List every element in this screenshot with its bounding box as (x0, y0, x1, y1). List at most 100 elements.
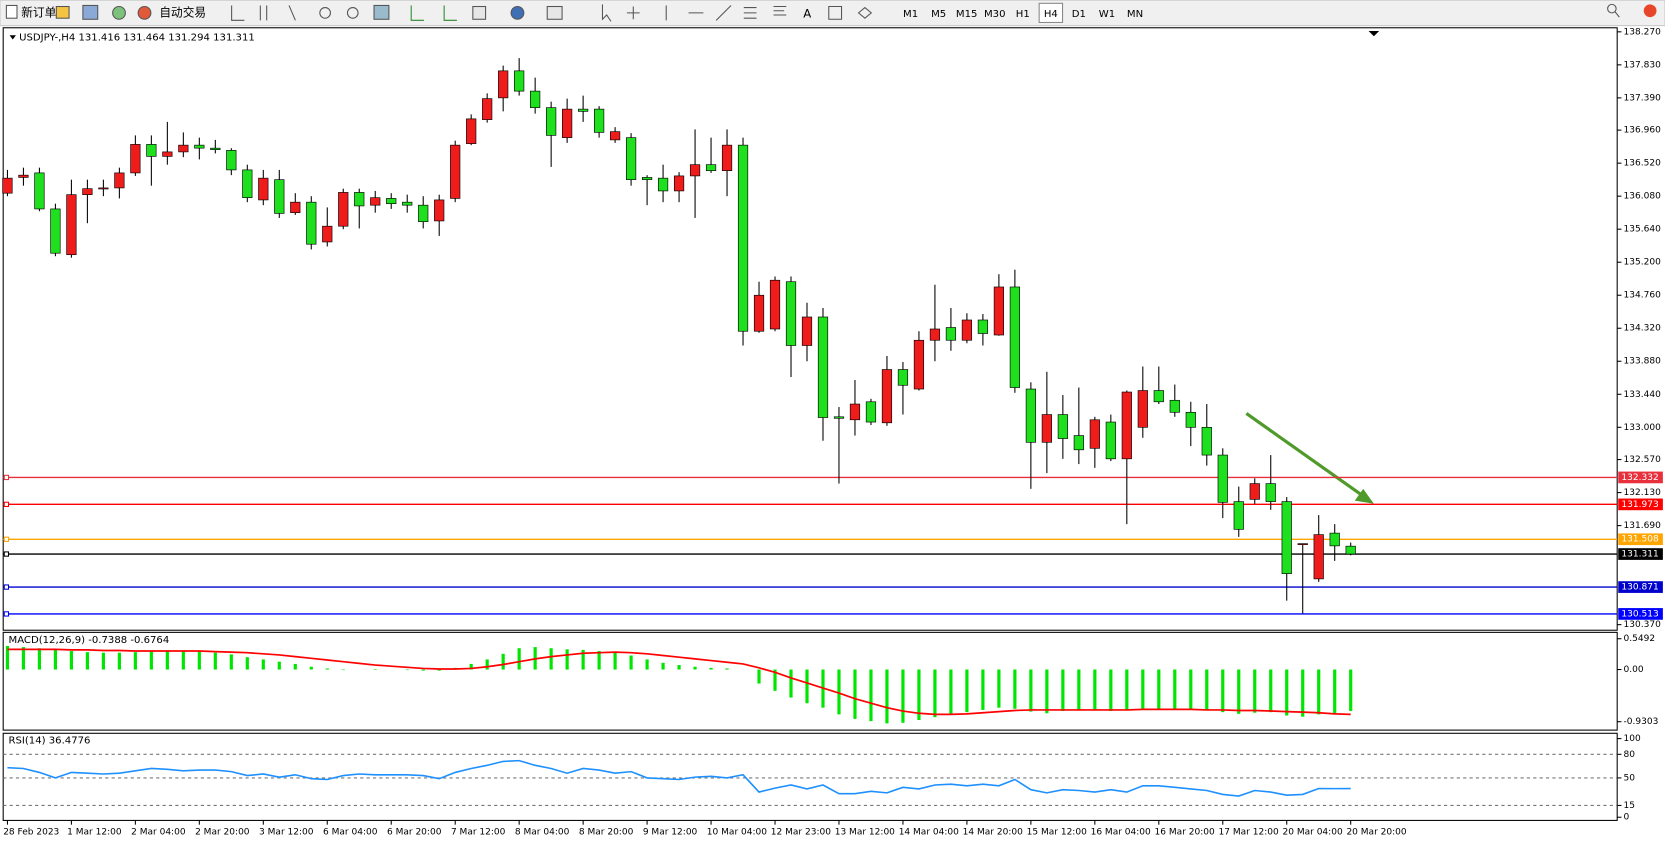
candle-body (482, 98, 493, 120)
candle-body (929, 328, 941, 341)
text-tool[interactable]: A (803, 6, 811, 20)
candle-body (801, 316, 813, 346)
x-tick-label: 16 Mar 20:00 (1155, 828, 1215, 838)
x-tick-label: 10 Mar 04:00 (707, 828, 767, 838)
main-panel (2, 27, 1618, 631)
main-title: USDJPY-,H4 131.416 131.464 131.294 131.3… (19, 32, 255, 43)
line-anchor (3, 536, 10, 542)
arrow-head (1354, 488, 1374, 504)
icon[interactable] (231, 5, 359, 21)
candle-body (849, 403, 861, 421)
candle-body (466, 118, 477, 144)
candle-body (1281, 501, 1292, 574)
new-order-icon[interactable] (5, 4, 18, 19)
timeframe-button[interactable]: M1 (903, 9, 918, 20)
candle-body (1089, 419, 1100, 449)
arrow-shaft (1245, 412, 1364, 497)
candle-body (1233, 501, 1244, 530)
x-tick-label: 13 Mar 12:00 (835, 828, 895, 838)
candle-body (1313, 534, 1324, 580)
candle-body (1217, 454, 1228, 503)
timeframe-button[interactable]: M30 (984, 9, 1006, 20)
price-label-box (1618, 608, 1663, 620)
candle-body (657, 177, 669, 192)
candle-body (338, 192, 349, 227)
candle-body (881, 369, 893, 424)
timeframe-button[interactable]: D1 (1072, 9, 1086, 20)
active-timeframe (1038, 2, 1064, 23)
x-tick-label: 16 Mar 04:00 (1091, 828, 1151, 838)
icon[interactable] (55, 5, 70, 19)
candle-body (1009, 286, 1020, 388)
y-tick-label: 135.200 (1624, 258, 1662, 268)
trend-arrow (1245, 412, 1374, 504)
candle-body (130, 144, 141, 174)
x-tick-label: 6 Mar 04:00 (323, 828, 378, 838)
candle-body (1153, 390, 1164, 403)
timeframe-button[interactable]: H1 (1016, 9, 1030, 20)
macd-panel (2, 631, 1618, 731)
candle-body (306, 201, 317, 245)
candle-body (34, 172, 45, 210)
candle-body (434, 199, 445, 222)
y-tick-label: 134.320 (1624, 324, 1662, 334)
icon[interactable] (373, 4, 390, 20)
candle-body (1137, 390, 1148, 428)
line-anchor (3, 584, 10, 590)
icon[interactable] (510, 5, 525, 20)
candle-body (402, 201, 413, 206)
candle-body (1057, 414, 1068, 439)
x-tick-label: 28 Feb 2023 (3, 828, 59, 838)
y-tick-label: 133.880 (1624, 357, 1662, 367)
price-label: 131.508 (1621, 535, 1659, 545)
new-order-label[interactable]: 新订单 (21, 5, 56, 19)
y-tick-label: -0.9303 (1624, 717, 1659, 727)
icon[interactable] (410, 5, 457, 21)
candle-body (737, 144, 749, 332)
y-tick-label: 136.960 (1624, 126, 1662, 136)
candle-body (2, 177, 13, 194)
icon[interactable] (82, 4, 99, 20)
x-tick-label: 2 Mar 20:00 (195, 828, 250, 838)
timeframe-button[interactable]: MN (1127, 9, 1143, 20)
candle-body (322, 225, 333, 243)
candle-body (290, 201, 301, 214)
toolbar (0, 0, 1665, 27)
candle-body (162, 151, 173, 157)
icon[interactable] (472, 5, 487, 20)
candle-body (194, 144, 205, 149)
price-label-box (1618, 471, 1663, 484)
search-icon[interactable] (1607, 3, 1620, 18)
candle-body (562, 108, 573, 138)
x-tick-label: 1 Mar 12:00 (67, 828, 122, 838)
line-anchor (3, 501, 10, 508)
auto-trading-label[interactable]: 自动交易 (159, 5, 206, 19)
y-tick-label: 15 (1624, 801, 1635, 811)
shift-marker (1368, 30, 1380, 37)
timeframe-button[interactable]: H4 (1044, 9, 1058, 20)
x-tick-label: 3 Mar 12:00 (259, 828, 314, 838)
notification-icon[interactable] (1643, 4, 1657, 18)
icon[interactable] (112, 5, 126, 20)
x-tick-label: 20 Mar 04:00 (1282, 828, 1342, 838)
candle-body (897, 369, 909, 386)
candle-body (993, 286, 1004, 336)
timeframe-button[interactable]: M15 (956, 9, 978, 20)
candle-body (753, 294, 765, 332)
drawing-tools[interactable] (601, 4, 873, 22)
candle-body (1345, 545, 1356, 555)
x-tick-label: 9 Mar 12:00 (643, 828, 698, 838)
icon[interactable] (546, 5, 563, 20)
candle-body (82, 188, 93, 195)
candle-body (945, 327, 957, 341)
x-tick-label: 7 Mar 12:00 (451, 828, 506, 838)
auto-trading-icon[interactable] (137, 5, 152, 20)
candle-body (210, 147, 221, 150)
timeframe-button[interactable]: M5 (931, 9, 946, 20)
x-tick-label: 15 Mar 12:00 (1027, 828, 1087, 838)
y-tick-label: 0 (1624, 813, 1630, 823)
y-tick-label: 132.570 (1624, 455, 1662, 465)
candle-body (865, 401, 877, 423)
x-tick-label: 20 Mar 20:00 (1346, 828, 1406, 838)
timeframe-button[interactable]: W1 (1099, 9, 1115, 20)
